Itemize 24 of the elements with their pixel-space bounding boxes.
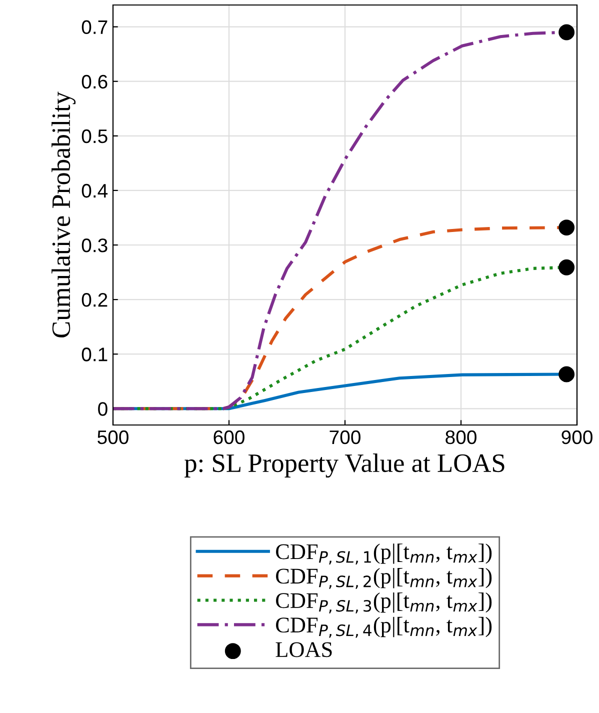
x-tick-label: 700 [330,430,360,444]
y-tick-label: 0.4 [82,184,108,198]
y-tick-label: 0.7 [82,20,108,34]
legend-label: CDF$_{P,SL,3}$(p|[t$_{mn}$, t$_{mx}$]) [276,592,492,614]
y-tick-label: 0.1 [82,348,108,362]
y-tick-label: 0.3 [82,238,108,252]
x-tick-label: 600 [214,430,244,444]
y-tick-label: 0.5 [82,129,108,144]
point [558,366,575,382]
point [558,220,575,236]
x-tick-label: 800 [446,430,476,444]
x-tick-label: 900 [562,430,592,444]
legend-label: CDF$_{P,SL,1}$(p|[t$_{mn}$, t$_{mx}$]) [276,544,492,564]
y-tick-label: 0 [98,402,108,416]
point [558,24,575,40]
y-tick-label: 0.6 [82,74,108,89]
legend-label: LOAS [276,642,332,658]
y-tick-label: 0.2 [82,293,108,307]
legend-label: CDF$_{P,SL,4}$(p|[t$_{mn}$, t$_{mx}$]) [276,616,492,638]
y-axis-title: Cumulative Probability [52,92,76,338]
legend-label: CDF$_{P,SL,2}$(p|[t$_{mn}$, t$_{mx}$]) [276,568,492,589]
x-axis-title: p: SL Property Value at LOAS [184,454,504,478]
point [558,259,575,276]
x-tick-label: 500 [98,430,128,444]
